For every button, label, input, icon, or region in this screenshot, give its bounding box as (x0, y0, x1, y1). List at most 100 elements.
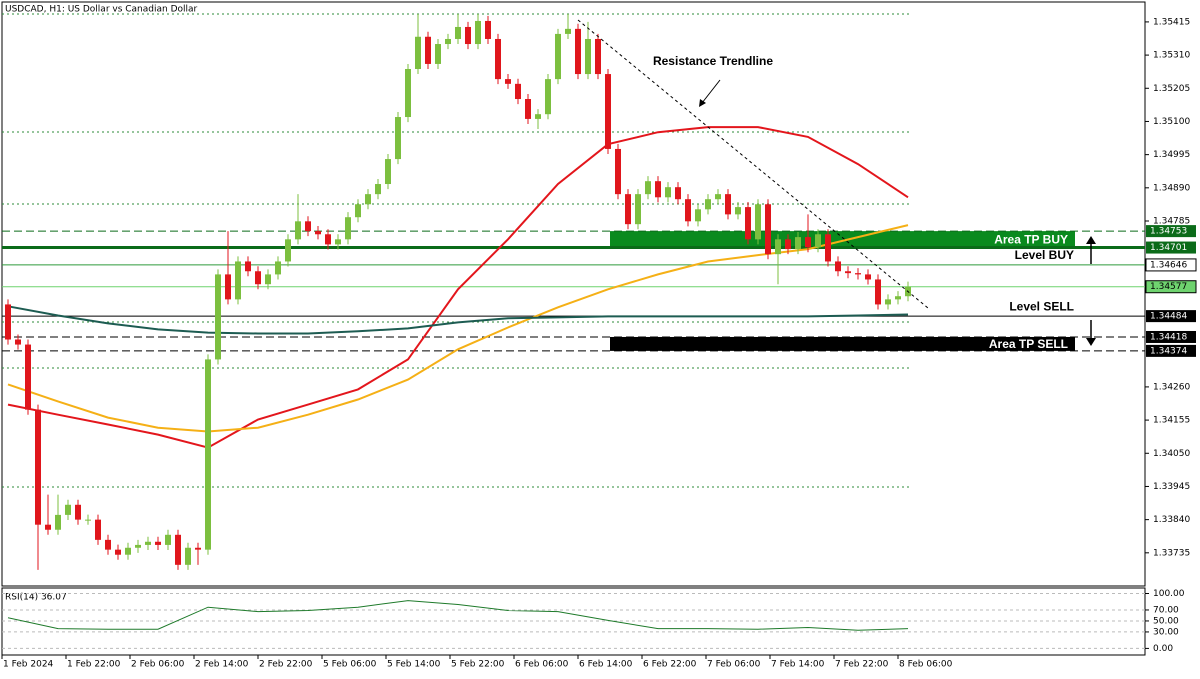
candle-body (615, 148, 621, 195)
candle-body (745, 207, 751, 240)
rsi-tick-label: 0.00 (1153, 644, 1173, 654)
candle-body (215, 274, 221, 360)
candle-body (415, 36, 421, 69)
price-label-box (1145, 258, 1197, 272)
candle-body (55, 514, 61, 530)
x-tick-label: 6 Feb 22:00 (643, 660, 697, 670)
candle-body (625, 194, 631, 225)
candle-body (345, 217, 351, 240)
y-tick-label: 1.35100 (1153, 117, 1190, 127)
candle-body (275, 261, 281, 275)
y-tick-label: 1.35415 (1153, 17, 1190, 27)
candle-body (645, 181, 651, 195)
candle-body (525, 99, 531, 119)
y-tick-label: 1.34785 (1153, 217, 1190, 227)
candle-body (75, 504, 81, 520)
candle-body (365, 194, 371, 205)
candle-body (515, 83, 521, 100)
y-tick-label: 1.34890 (1153, 183, 1190, 193)
level-label: Level BUY (1015, 248, 1074, 262)
front-layer: Area TP BUY Area TP SELL 1.34753 1.34701 1.3… (989, 225, 1197, 357)
y-tick-label: 1.35205 (1153, 84, 1190, 94)
candle-body (595, 38, 601, 75)
price-label-box (1146, 330, 1196, 343)
candle-body (685, 199, 691, 222)
candle-body (705, 199, 711, 210)
candle-body (425, 36, 431, 64)
trendline-label: Resistance Trendline (653, 54, 773, 68)
rsi-tick-label: 70.00 (1153, 605, 1179, 615)
candle-body (85, 519, 91, 521)
candle-body (255, 271, 261, 285)
candle-body (285, 239, 291, 262)
price-label: 1.34753 (1150, 227, 1187, 237)
candle-body (395, 117, 401, 160)
candle-body (715, 194, 721, 200)
candle-body (765, 204, 771, 255)
candle-body (435, 44, 441, 64)
x-tick-label: 7 Feb 06:00 (707, 660, 761, 670)
area-label: Area TP BUY (994, 233, 1068, 247)
mid-layer (5, 14, 911, 570)
price-label: 1.34374 (1150, 346, 1187, 356)
candle-body (785, 239, 791, 250)
rsi-tick-label: 100.00 (1153, 589, 1185, 599)
y-tick-label: 1.34995 (1153, 150, 1190, 160)
candle-body (265, 274, 271, 285)
candle-body (445, 38, 451, 45)
x-tick-label: 2 Feb 22:00 (259, 660, 313, 670)
chart-title: USDCAD, H1: US Dollar vs Canadian Dollar (5, 5, 198, 15)
candle-body (575, 28, 581, 75)
y-tick-label: 1.34050 (1153, 449, 1190, 459)
candle-body (825, 234, 831, 262)
arrow-head (1086, 338, 1096, 346)
candle-body (775, 239, 781, 255)
candle-body (235, 261, 241, 300)
candle-body (655, 181, 661, 198)
candle-body (115, 549, 121, 555)
x-tick-label: 2 Feb 14:00 (195, 660, 249, 670)
main-frame (1, 1, 1146, 587)
candle-body (35, 409, 41, 525)
candle-body (145, 541, 151, 545)
candle-body (875, 279, 881, 305)
rsi-frame (1, 587, 1146, 656)
x-tick-label: 5 Feb 06:00 (323, 660, 377, 670)
x-tick-label: 6 Feb 14:00 (579, 660, 633, 670)
back-layer (2, 230, 1145, 352)
candle-body (195, 547, 201, 550)
candle-body (865, 274, 871, 280)
candle-body (25, 344, 31, 410)
y-tick-label: 1.33945 (1153, 482, 1190, 492)
moving-average (7, 305, 909, 335)
candle-body (325, 234, 331, 245)
price-label-box (1145, 280, 1197, 294)
rsi-title: RSI(14) 36.07 (5, 593, 67, 603)
rsi-tick-label: 50.00 (1153, 616, 1179, 626)
candle-body (895, 296, 901, 300)
candle-body (125, 547, 131, 555)
candle-body (695, 209, 701, 222)
candle-body (545, 79, 551, 115)
price-label-box (1146, 310, 1196, 323)
candle-body (245, 261, 251, 272)
y-tick-label: 1.34260 (1153, 382, 1190, 392)
level-label: Level SELL (1009, 299, 1074, 313)
candle-body (495, 38, 501, 80)
candle-body (15, 339, 21, 345)
x-tick-label: 5 Feb 22:00 (451, 660, 505, 670)
x-tick-label: 2 Feb 06:00 (131, 660, 185, 670)
candle-body (475, 20, 481, 45)
candle-body (675, 187, 681, 200)
arrow-head (699, 99, 706, 107)
candle-body (735, 207, 741, 215)
candle-body (305, 221, 311, 232)
candle-body (355, 204, 361, 218)
candle-body (555, 33, 561, 80)
candle-body (95, 519, 101, 540)
candle-body (385, 159, 391, 185)
x-tick-label: 1 Feb 2024 (3, 660, 54, 670)
price-label: 1.34418 (1150, 332, 1187, 342)
candle-body (175, 534, 181, 565)
